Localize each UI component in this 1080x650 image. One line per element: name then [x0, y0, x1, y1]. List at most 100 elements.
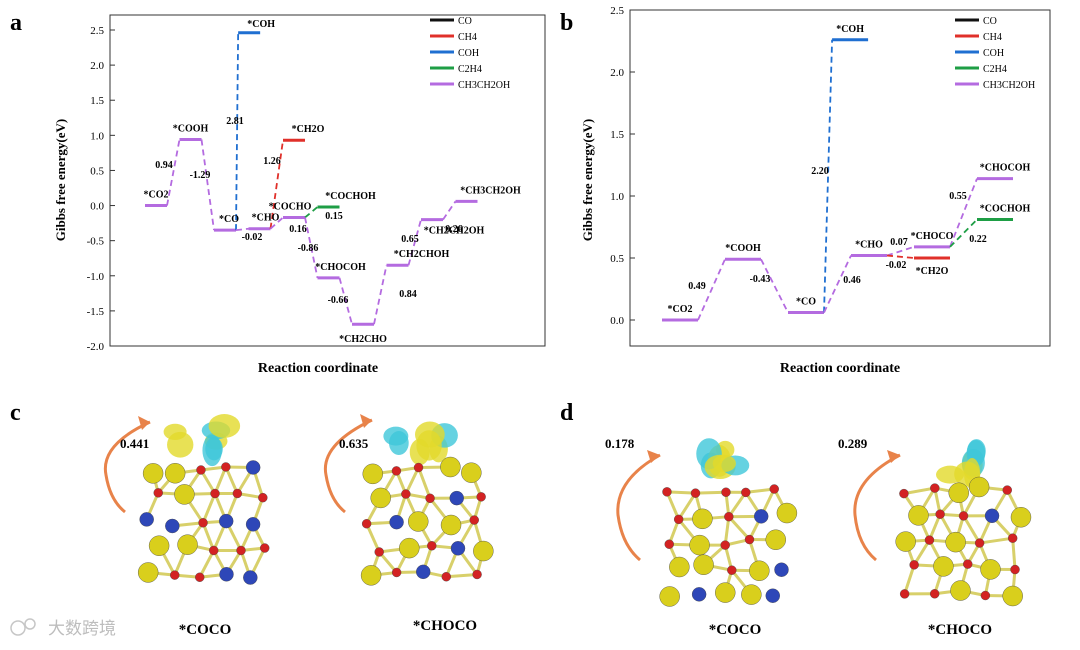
dopant-atom — [219, 567, 234, 582]
charge-value-d1: 0.178 — [605, 436, 635, 451]
oxygen-atom — [472, 569, 482, 580]
step-label: -0.86 — [298, 243, 319, 254]
watermark-logo-icon — [10, 620, 26, 636]
metal-atom — [174, 484, 195, 505]
step-label: 0.16 — [289, 224, 307, 235]
chart-a-legend: CO CH4 COH C2H4 CH3CH2OH — [430, 16, 510, 91]
panel-letter-a: a — [10, 10, 22, 36]
ytick-label: 0.5 — [610, 253, 624, 265]
chart-b-ylabel: Gibbs free energy(eV) — [580, 119, 595, 242]
level-connector — [886, 245, 915, 257]
step-label: 2.81 — [226, 116, 244, 127]
bond — [365, 523, 381, 553]
oxygen-atom — [721, 487, 731, 497]
ytick-label: 1.5 — [610, 129, 624, 141]
ytick-label: 2.5 — [90, 25, 104, 37]
oxygen-atom — [974, 538, 985, 548]
oxygen-atom — [195, 572, 205, 582]
level-label: *CH2O — [916, 266, 949, 277]
oxygen-atom — [741, 487, 751, 498]
structure-c-coco — [137, 414, 270, 585]
oxygen-atom — [909, 560, 919, 570]
level-label: *CHOCOH — [980, 163, 1031, 174]
charge-value-c2: 0.635 — [339, 436, 369, 451]
charge-arrow-c2 — [323, 418, 373, 514]
charge-density-blob — [712, 454, 736, 473]
bond — [1011, 538, 1017, 570]
structure-d-choco — [895, 439, 1032, 607]
bond — [446, 572, 478, 579]
chart-a-ylabel: Gibbs free energy(eV) — [53, 119, 68, 242]
legend-label: COH — [983, 48, 1004, 59]
metal-atom — [689, 534, 710, 556]
ytick-label: -2.0 — [87, 341, 105, 353]
oxygen-atom — [258, 492, 268, 503]
dopant-atom — [165, 518, 180, 534]
bond — [666, 490, 696, 495]
oxygen-atom — [236, 545, 246, 556]
chart-a: -2.0 -1.5 -1.0 -0.5 0.0 0.5 1.0 1.5 2.0 2.5 Gibbs… — [53, 14, 546, 376]
charge-density-blob — [163, 423, 187, 440]
panel-c: 0.441 0.635 *COCO *CHOCO — [103, 414, 494, 638]
legend-label: CH4 — [458, 32, 477, 43]
metal-atom — [895, 531, 916, 552]
oxygen-atom — [1002, 485, 1012, 495]
charge-arrow-head-d2 — [887, 450, 900, 463]
ytick-label: 2.0 — [90, 60, 104, 72]
chart-b-legend: CO CH4 COH C2H4 CH3CH2OH — [955, 16, 1035, 91]
ytick-label: -0.5 — [87, 236, 105, 248]
oxygen-atom — [980, 590, 991, 601]
oxygen-atom — [963, 559, 973, 569]
step-label: -0.02 — [242, 232, 263, 243]
metal-atom — [715, 582, 736, 603]
level-label: *CO2 — [668, 304, 693, 315]
dopant-atom — [450, 541, 466, 556]
oxygen-atom — [361, 519, 372, 529]
metal-atom — [440, 456, 461, 478]
level-label: *COOH — [725, 243, 761, 254]
panel-d: 0.178 0.289 *COCO *CHOCO — [605, 436, 1032, 638]
charge-arrow-c1 — [103, 420, 151, 514]
oxygen-atom — [727, 565, 737, 575]
metal-atom — [408, 511, 429, 532]
structure-c-choco — [360, 421, 494, 586]
legend-label: CO — [983, 16, 997, 27]
metal-atom — [142, 463, 164, 484]
charge-arrow-head-c1 — [138, 416, 150, 430]
oxygen-atom — [935, 509, 945, 519]
level-label: *CH2O — [292, 124, 325, 135]
metal-atom — [659, 586, 680, 607]
oxygen-atom — [958, 511, 969, 521]
oxygen-atom — [413, 462, 424, 473]
level-connector — [886, 254, 915, 259]
dopant-atom — [449, 490, 464, 506]
caption-d2: *CHOCO — [928, 622, 992, 638]
level-connector — [442, 200, 457, 221]
ytick-label: 0.5 — [90, 165, 104, 177]
ytick-label: 1.0 — [90, 130, 104, 142]
level-label: *COOH — [173, 124, 209, 135]
bond — [198, 549, 216, 578]
level-connector — [823, 255, 852, 313]
level-connector — [166, 139, 181, 206]
bond — [912, 539, 931, 566]
oxygen-atom — [720, 540, 730, 550]
level-connector — [235, 227, 249, 232]
oxygen-atom — [899, 488, 909, 499]
level-connector — [823, 39, 833, 313]
metal-atom — [1010, 507, 1032, 528]
watermark-logo-dot-icon — [24, 618, 36, 630]
dopant-atom — [389, 514, 404, 530]
metal-atom — [908, 505, 929, 526]
step-label: 0.26 — [445, 224, 463, 235]
level-connector — [269, 140, 284, 229]
bond — [962, 515, 981, 544]
metal-atom — [749, 560, 770, 581]
metal-atom — [776, 502, 798, 524]
panel-letter-b: b — [560, 10, 573, 36]
panel-letter-c: c — [10, 400, 21, 426]
dopant-atom — [416, 564, 431, 580]
bond — [213, 466, 228, 495]
step-label: 0.15 — [325, 211, 343, 222]
